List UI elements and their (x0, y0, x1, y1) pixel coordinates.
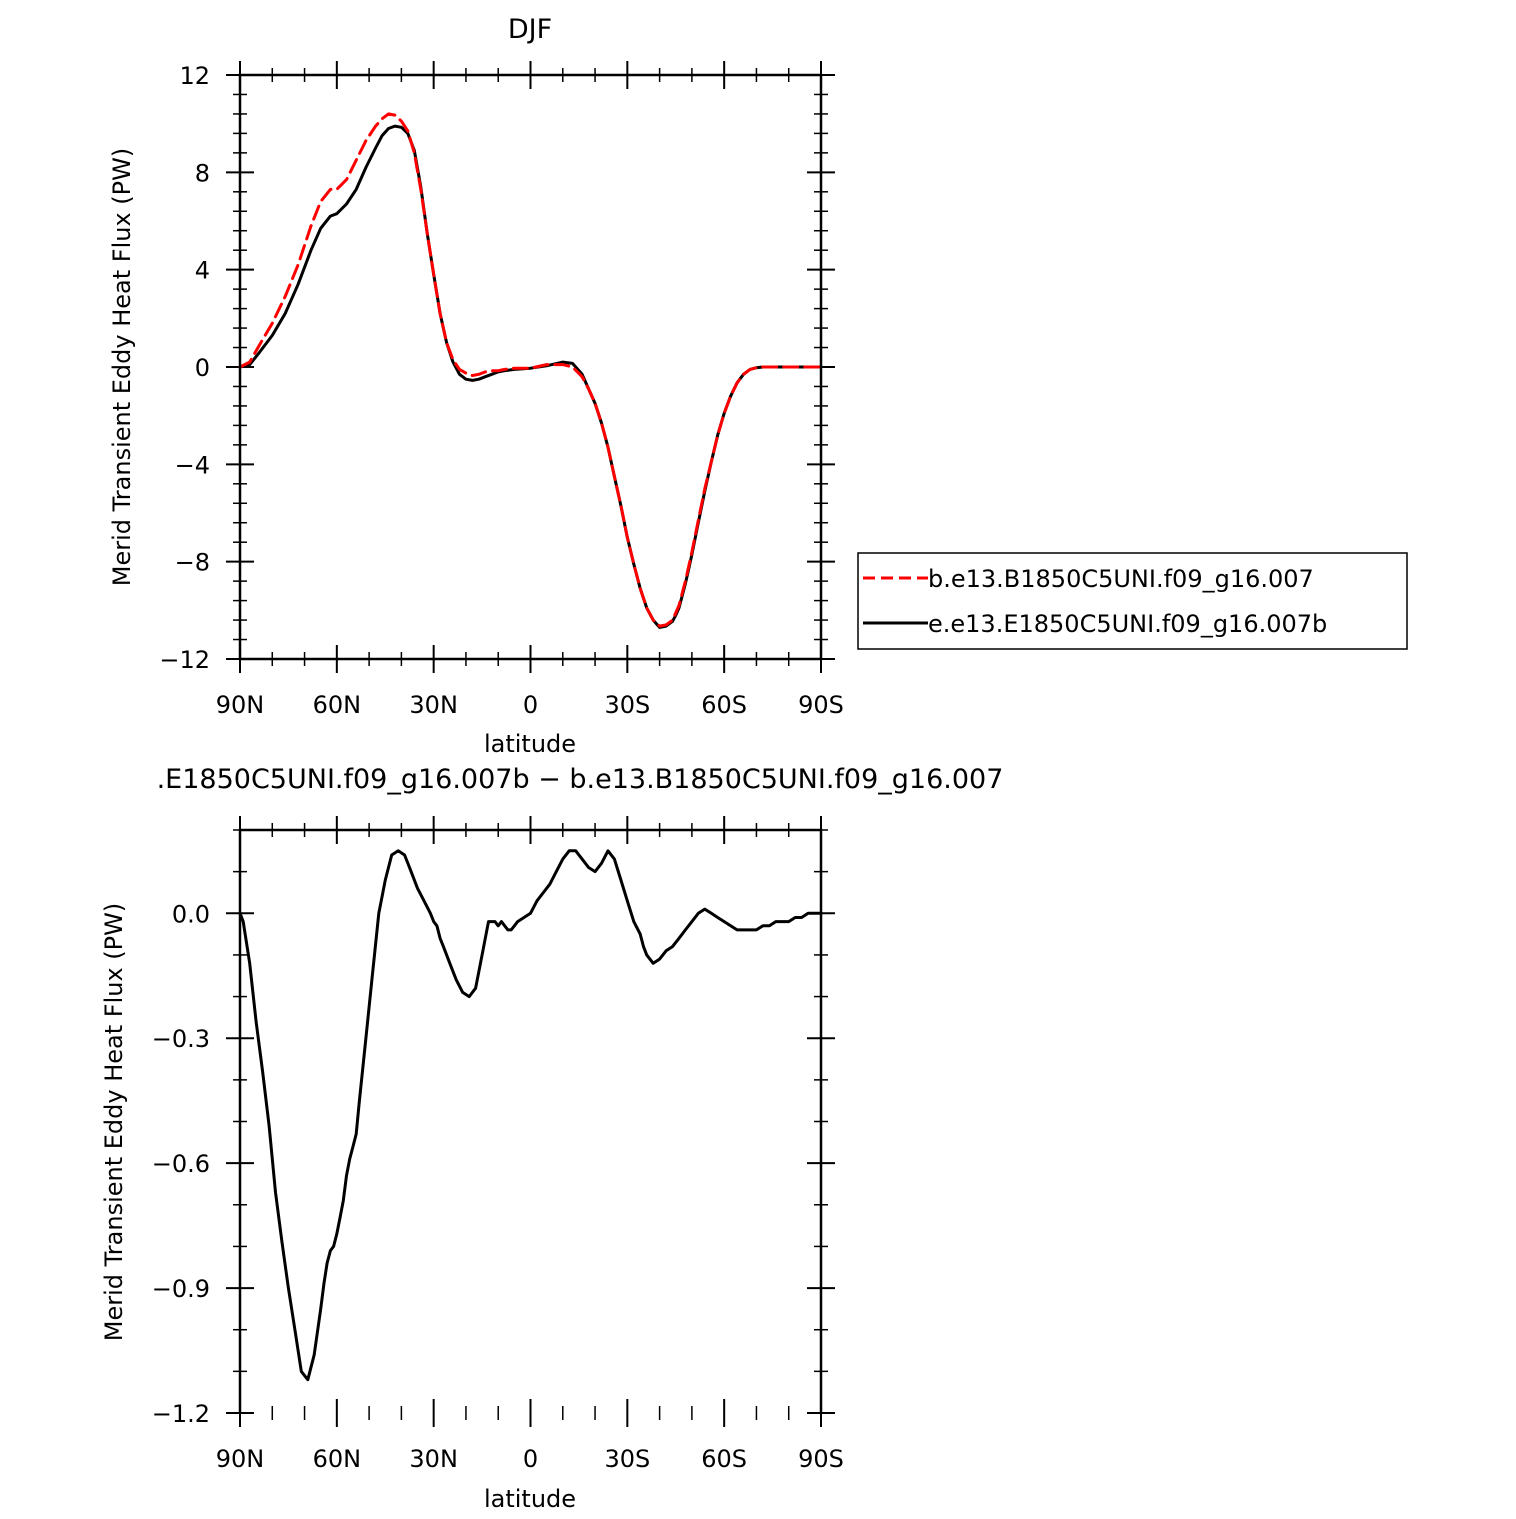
bottom-series-line-1 (238, 849, 823, 1382)
bottom-x-axis-label: latitude (484, 1485, 576, 1513)
top-chart-title: DJF (508, 14, 552, 45)
top-x-tick-label: 0 (523, 691, 538, 719)
legend: b.e13.B1850C5UNI.f09_g16.007 e.e13.E1850… (857, 552, 1408, 650)
top-x-tick-label: 90S (798, 691, 844, 719)
bottom-chart-title: .E1850C5UNI.f09_g16.007b − b.e13.B1850C5… (157, 764, 1004, 795)
bottom-y-tick-label: 0.0 (172, 900, 210, 928)
top-x-axis-label: latitude (484, 730, 576, 758)
legend-label-series-1: b.e13.B1850C5UNI.f09_g16.007 (928, 565, 1314, 593)
bottom-y-tick-label: −1.2 (152, 1400, 210, 1428)
top-x-tick-label: 60N (313, 691, 362, 719)
top-panel: DJF 90N 60N 30N 0 30S 60S 90S −12 −8 −4 0 4 8 12 lati… (108, 14, 1408, 758)
bottom-x-tick-label: 30S (604, 1445, 650, 1473)
bottom-x-tick-label: 0 (523, 1445, 538, 1473)
bottom-y-tick-label: −0.6 (152, 1150, 210, 1178)
top-tick-labels: 90N 60N 30N 0 30S 60S 90S −12 −8 −4 0 4 8 12 (159, 62, 844, 719)
legend-box (857, 552, 1408, 650)
top-y-tick-label: −12 (159, 646, 210, 674)
bottom-y-tick-label: −0.3 (152, 1025, 210, 1053)
bottom-x-tick-label: 90S (798, 1445, 844, 1473)
top-y-tick-label: 4 (195, 257, 210, 285)
bottom-x-tick-label: 30N (409, 1445, 458, 1473)
bottom-x-tick-label: 90N (216, 1445, 265, 1473)
top-x-tick-label: 30S (604, 691, 650, 719)
bottom-series-layer (238, 849, 823, 1382)
bottom-y-axis-label: Merid Transient Eddy Heat Flux (PW) (100, 903, 128, 1341)
bottom-panel: .E1850C5UNI.f09_g16.007b − b.e13.B1850C5… (100, 764, 1003, 1513)
top-x-tick-label: 30N (409, 691, 458, 719)
bottom-x-tick-label: 60S (701, 1445, 747, 1473)
top-x-tick-label: 90N (216, 691, 265, 719)
top-x-tick-label: 60S (701, 691, 747, 719)
top-y-tick-label: −8 (175, 549, 210, 577)
top-series-line-1 (238, 112, 823, 628)
bottom-y-tick-label: −0.9 (152, 1275, 210, 1303)
top-plot-frame (238, 73, 823, 661)
top-series-line-2 (238, 124, 823, 629)
top-y-axis-label: Merid Transient Eddy Heat Flux (PW) (108, 148, 136, 586)
top-y-tick-label: 0 (195, 354, 210, 382)
top-y-tick-label: 12 (179, 62, 210, 90)
top-y-tick-label: −4 (175, 451, 210, 479)
legend-label-series-2: e.e13.E1850C5UNI.f09_g16.007b (928, 610, 1327, 638)
top-y-tick-label: 8 (195, 159, 210, 187)
bottom-tick-labels: 90N 60N 30N 0 30S 60S 90S −1.2 −0.9 −0.6 −0.3 0.0 (152, 900, 844, 1473)
bottom-plot-frame (238, 828, 823, 1413)
top-series-layer (238, 112, 823, 629)
bottom-x-tick-label: 60N (313, 1445, 362, 1473)
